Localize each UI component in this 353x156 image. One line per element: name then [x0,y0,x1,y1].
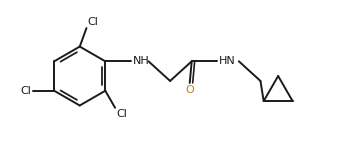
Text: Cl: Cl [21,86,32,96]
Text: Cl: Cl [116,109,127,119]
Text: NH: NH [133,56,150,66]
Text: O: O [185,85,194,95]
Text: Cl: Cl [88,17,98,27]
Text: HN: HN [219,56,236,66]
